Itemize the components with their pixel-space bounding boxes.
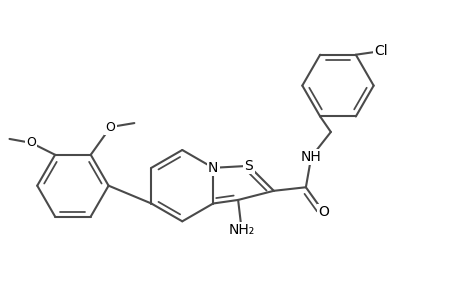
Text: O: O: [26, 136, 36, 149]
Text: Cl: Cl: [373, 44, 387, 58]
Text: S: S: [244, 159, 252, 173]
Text: N: N: [207, 161, 218, 175]
Text: O: O: [106, 121, 115, 134]
Text: O: O: [318, 205, 329, 219]
Text: NH: NH: [300, 150, 321, 164]
Text: NH₂: NH₂: [228, 223, 254, 237]
